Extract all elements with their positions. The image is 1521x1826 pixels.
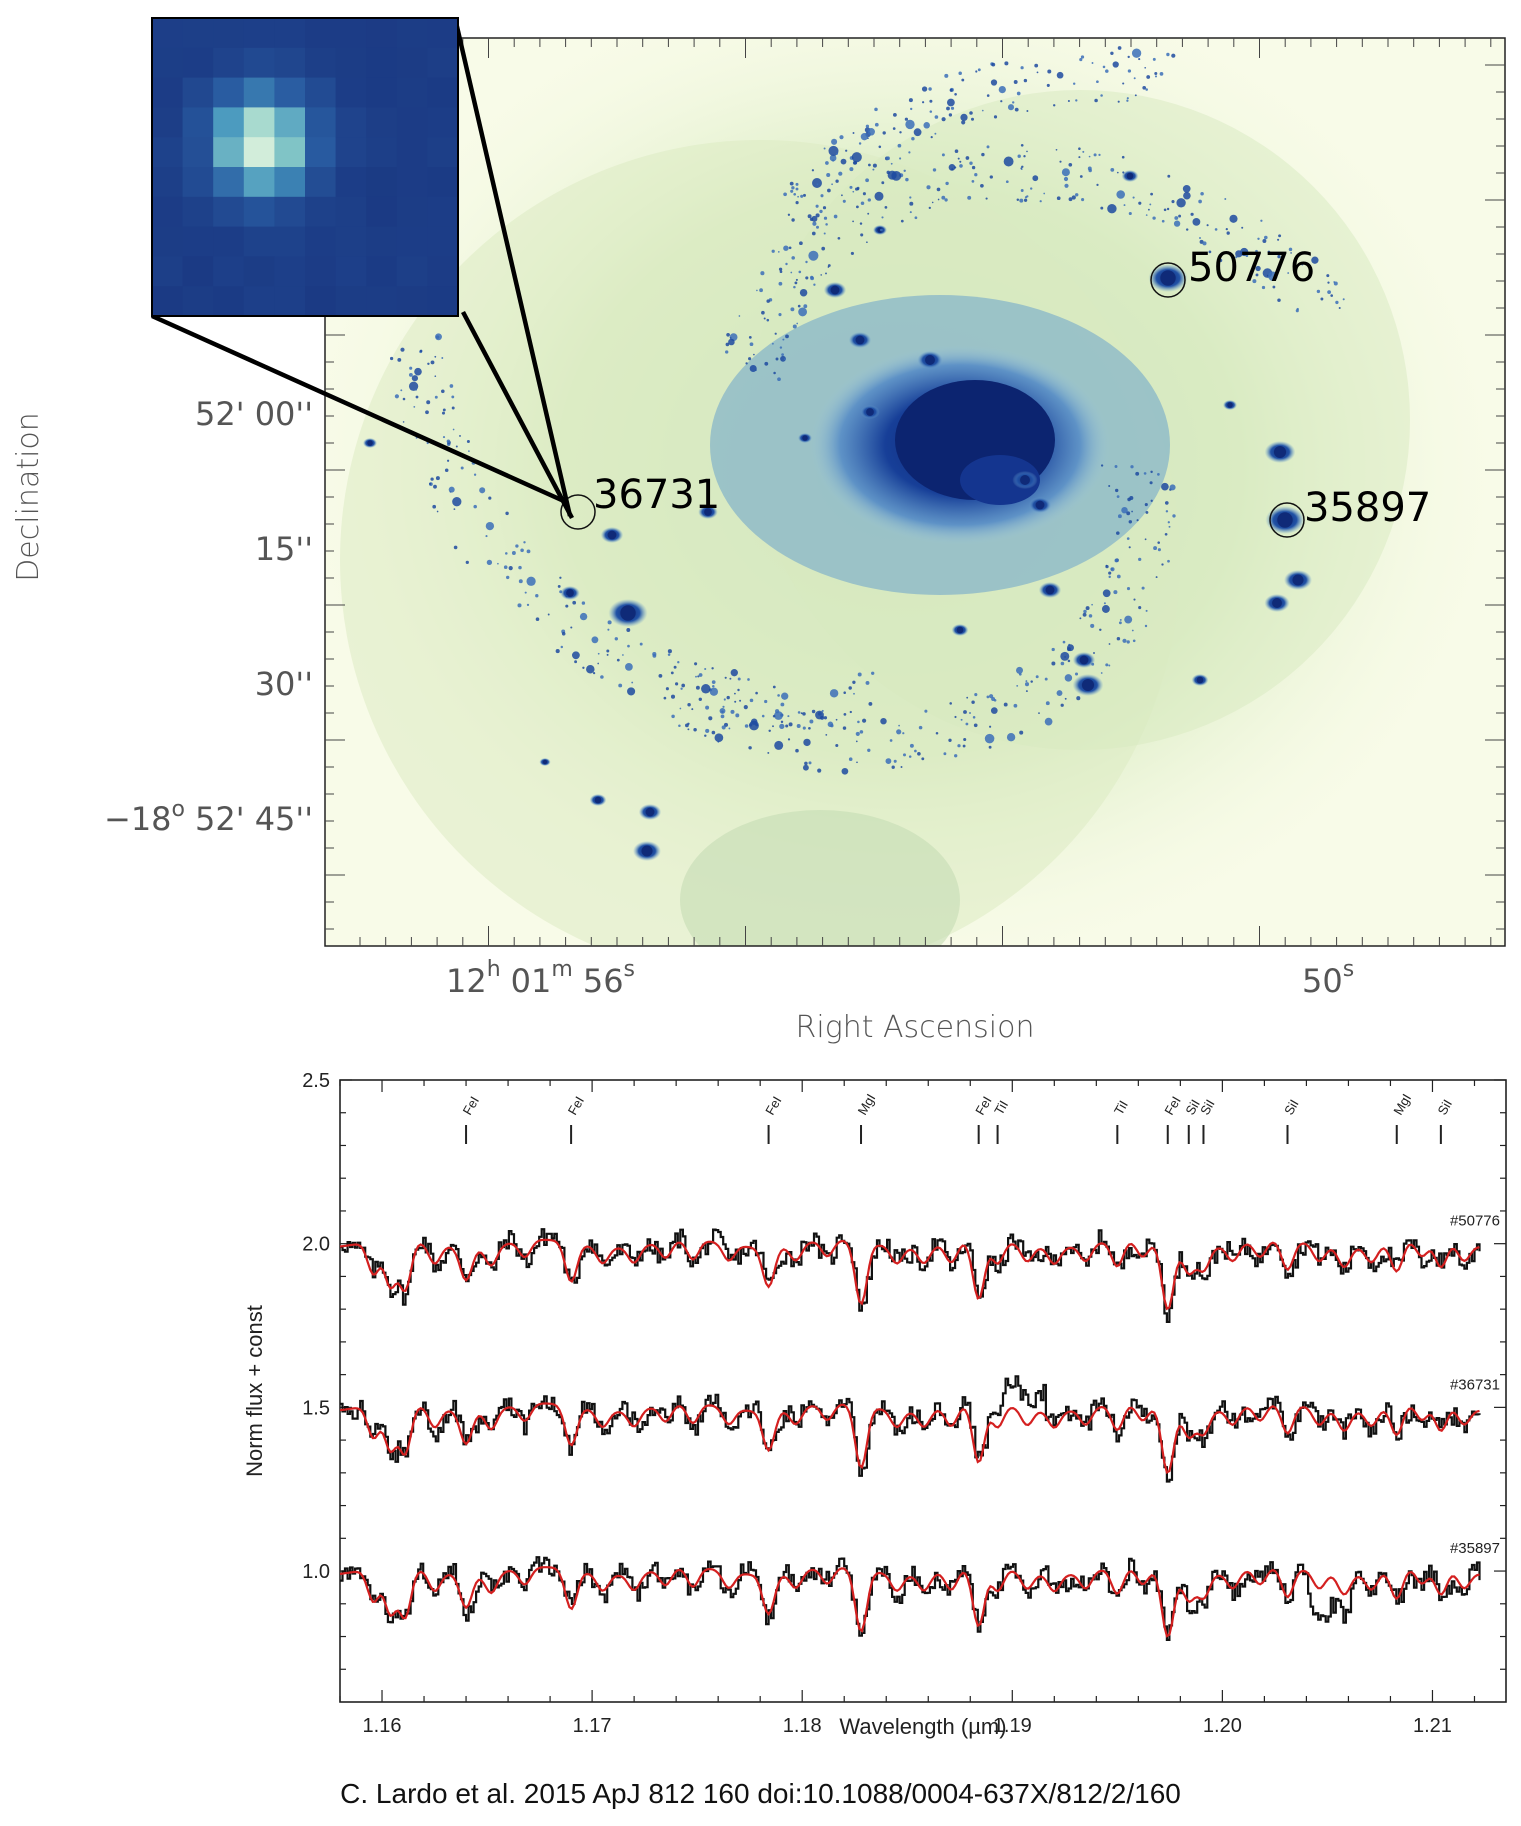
dec-tick-label-full: −18o 52' 45'' (104, 797, 313, 838)
spectrum-35897: #35897 (339, 1540, 1500, 1641)
observed-spectrum (340, 1228, 1481, 1323)
x-axis-label: Right Ascension (796, 1010, 1035, 1045)
x-tick-label: 1.16 (363, 1715, 402, 1737)
model-spectrum (339, 1566, 1480, 1638)
dec-tick-label: 52' 00'' (195, 395, 313, 433)
line-id-marker: SiI (1182, 1097, 1203, 1144)
galaxy (325, 38, 1505, 946)
x-tick-label: 1.19 (993, 1715, 1032, 1737)
source-label: 50776 (1188, 245, 1315, 291)
observed-spectrum (340, 1556, 1481, 1641)
spectrum-36731: #36731 (339, 1375, 1500, 1483)
y-tick-label: 2.0 (302, 1234, 330, 1256)
source-label: 36731 (593, 472, 720, 518)
star-clusters (363, 46, 1345, 861)
observed-spectrum (340, 1375, 1481, 1483)
spectra-series: #50776 #36731 #35897 (339, 1213, 1500, 1641)
spectra-chart: 1.16 1.17 1.18 1.19 1.20 1.211.01.52.02.5 FeI… (242, 1070, 1507, 1739)
declination-axis: Declination 52' 00'' 15'' 30'' −18o 52' 4… (11, 395, 313, 838)
line-id-label: SiI (1182, 1097, 1203, 1118)
figure-credit: C. Lardo et al. 2015 ApJ 812 160 doi:10.… (340, 1778, 1181, 1809)
line-id-marker: TiI (1111, 1098, 1131, 1144)
y-tick-label: 2.5 (302, 1070, 330, 1092)
inset-zoom-36731 (151, 17, 459, 317)
inset-connector-lines (151, 17, 574, 520)
source-36731: 36731 (560, 472, 720, 530)
image-frame (324, 37, 1506, 947)
frame-ticks (325, 38, 1505, 946)
x-tick-label: 1.21 (1413, 1715, 1452, 1737)
ra-tick-label: 12h 01m 56s (446, 957, 635, 1000)
model-spectrum (339, 1402, 1480, 1475)
dec-tick-label: 15'' (255, 530, 313, 568)
image-border (324, 37, 1506, 947)
x-tick-label: 1.17 (573, 1715, 612, 1737)
spectrum-50776: #50776 (339, 1213, 1500, 1323)
line-id-label: SiI (1281, 1097, 1302, 1118)
x-tick-label: 1.18 (783, 1715, 822, 1737)
y-axis-label: Declination (11, 412, 46, 582)
line-id-marker: SiI (1434, 1097, 1455, 1144)
source-50776: 50776 (1150, 245, 1315, 298)
line-id-label: SiI (1434, 1097, 1455, 1118)
series-label: #35897 (1450, 1540, 1500, 1557)
y-axis-label: Norm flux + const (242, 1305, 267, 1477)
ra-axis: 12h 01m 56s 50s Right Ascension (446, 957, 1354, 1045)
line-id-label: TiI (1111, 1098, 1131, 1118)
line-id-marker: SiI (1281, 1097, 1302, 1144)
dec-tick-label: 30'' (255, 665, 313, 703)
line-id-marker: SiI (1197, 1097, 1218, 1144)
source-label: 35897 (1304, 485, 1431, 531)
x-axis-label: Wavelength (µm) (839, 1714, 1006, 1739)
galaxy-image-panel: 50776 36731 35897 Declination 52' 00'' 1… (11, 17, 1506, 1045)
model-spectrum (339, 1238, 1480, 1311)
series-label: #36731 (1450, 1376, 1500, 1393)
source-35897: 35897 (1269, 485, 1431, 538)
axis-ticks: 1.16 1.17 1.18 1.19 1.20 1.21 1.0 1.5 2.0 2.5 (302, 1070, 1506, 1737)
x-tick-label: 1.20 (1203, 1715, 1242, 1737)
y-tick-label: 1.5 (302, 1397, 330, 1419)
ra-tick-label: 50s (1302, 957, 1354, 1000)
line-id-marker: TiI (991, 1098, 1011, 1144)
y-tick-label: 1.0 (302, 1561, 330, 1583)
line-id-label: SiI (1197, 1097, 1218, 1118)
series-label: #50776 (1450, 1213, 1500, 1230)
line-id-label: TiI (991, 1098, 1011, 1118)
